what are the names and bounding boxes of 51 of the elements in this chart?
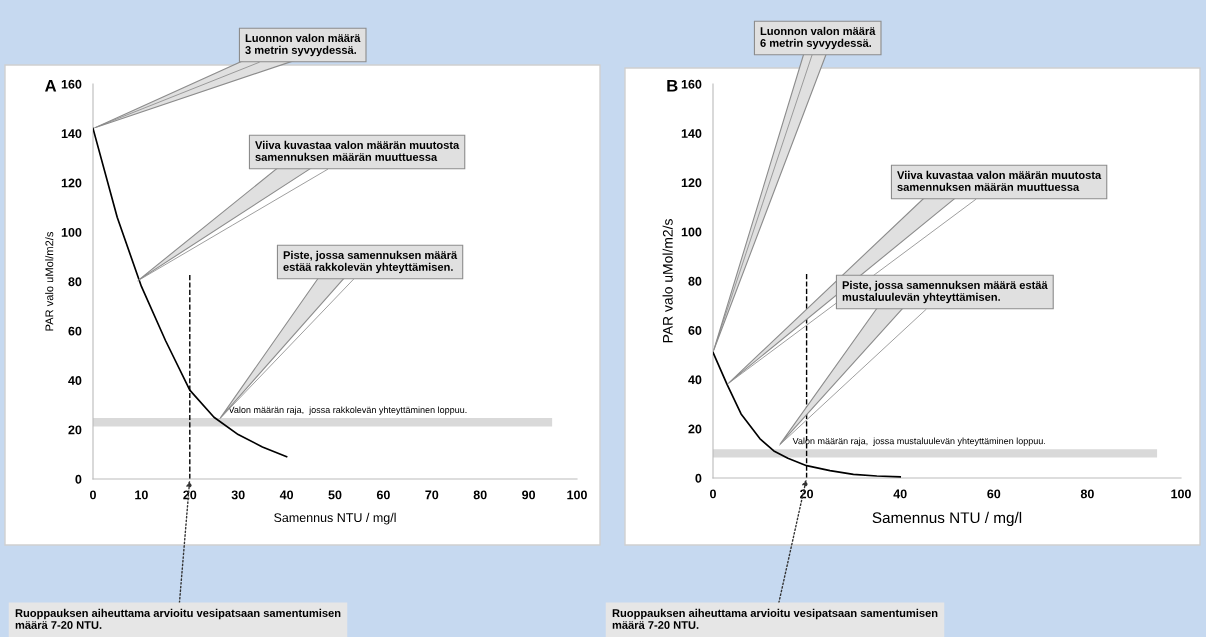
ref-line-label: Valon määrän raja, jossa mustaluulevän yhteyttäminen loppuu. (792, 437, 1045, 446)
annotation: Ruoppauksen aiheuttama arvioitu vesipatsaan samentumisen määrä 7-20 NTU. (612, 608, 938, 629)
y-tick-label: 60 (68, 326, 82, 336)
x-tick-label: 60 (987, 489, 1001, 499)
y-tick-label: 0 (75, 474, 82, 484)
annotation: Luonnon valon määrä 6 metrin syvyydessä. (760, 26, 876, 50)
x-tick-label: 0 (710, 489, 716, 499)
annotation: Piste, jossa samennuksen määrä estää mustaluulevän yhteyttämisen. (842, 280, 1048, 304)
y-tick-label: 140 (681, 129, 702, 138)
y-tick-label: 60 (688, 326, 702, 335)
x-tick-label: 30 (231, 490, 245, 500)
x-tick-label: 40 (893, 489, 907, 499)
x-tick-label: 90 (522, 490, 536, 500)
x-tick-label: 70 (425, 490, 439, 500)
y-axis-title: PAR valo uMol/m2/s (45, 231, 54, 331)
y-tick-label: 120 (681, 178, 702, 188)
annotation: Viiva kuvastaa valon määrän muutosta samennuksen määrän muuttuessa (897, 170, 1102, 191)
y-tick-label: 0 (695, 473, 702, 483)
annotation: Luonnon valon määrä 3 metrin syvyydessä. (245, 33, 361, 57)
x-tick-label: 60 (376, 490, 390, 500)
annotation: Ruoppauksen aiheuttama arvioitu vesipatsaan samentumisen määrä 7-20 NTU. (15, 608, 341, 629)
y-tick-label: 140 (61, 129, 82, 139)
ref-line-label: Valon määrän raja, jossa rakkolevän yhteyttäminen loppuu. (228, 406, 467, 415)
x-tick-label: 20 (183, 490, 197, 500)
x-axis-title: Samennus NTU / mg/l (872, 511, 1022, 527)
y-tick-label: 80 (68, 277, 82, 287)
y-tick-label: 100 (681, 227, 702, 237)
y-tick-label: 80 (688, 276, 702, 286)
x-tick-label: 80 (1080, 489, 1094, 499)
annotation: Piste, jossa samennuksen määrä estää rakkolevän yhteyttämisen. (283, 250, 458, 274)
y-tick-label: 40 (688, 375, 702, 385)
x-tick-label: 100 (567, 490, 587, 500)
chart-title: B (667, 79, 678, 92)
y-tick-label: 120 (61, 178, 82, 188)
y-tick-label: 160 (681, 79, 702, 89)
x-tick-label: 10 (135, 490, 148, 500)
y-tick-label: 100 (61, 227, 82, 237)
x-tick-label: 100 (1171, 489, 1191, 499)
x-tick-label: 20 (800, 489, 814, 499)
y-tick-label: 160 (61, 79, 82, 89)
x-tick-label: 80 (473, 490, 487, 500)
chart-title: A (45, 80, 57, 92)
x-axis-title: Samennus NTU / mg/l (274, 512, 396, 525)
x-tick-label: 0 (90, 490, 96, 500)
y-tick-label: 40 (68, 376, 82, 385)
y-axis-title: PAR valo uMol/m2/s (662, 219, 673, 343)
y-tick-label: 20 (68, 425, 82, 435)
x-tick-label: 50 (328, 490, 342, 500)
x-tick-label: 40 (279, 490, 294, 500)
y-tick-label: 20 (688, 424, 702, 434)
annotation: Viiva kuvastaa valon määrän muutosta samennuksen määrän muuttuessa (255, 140, 460, 161)
